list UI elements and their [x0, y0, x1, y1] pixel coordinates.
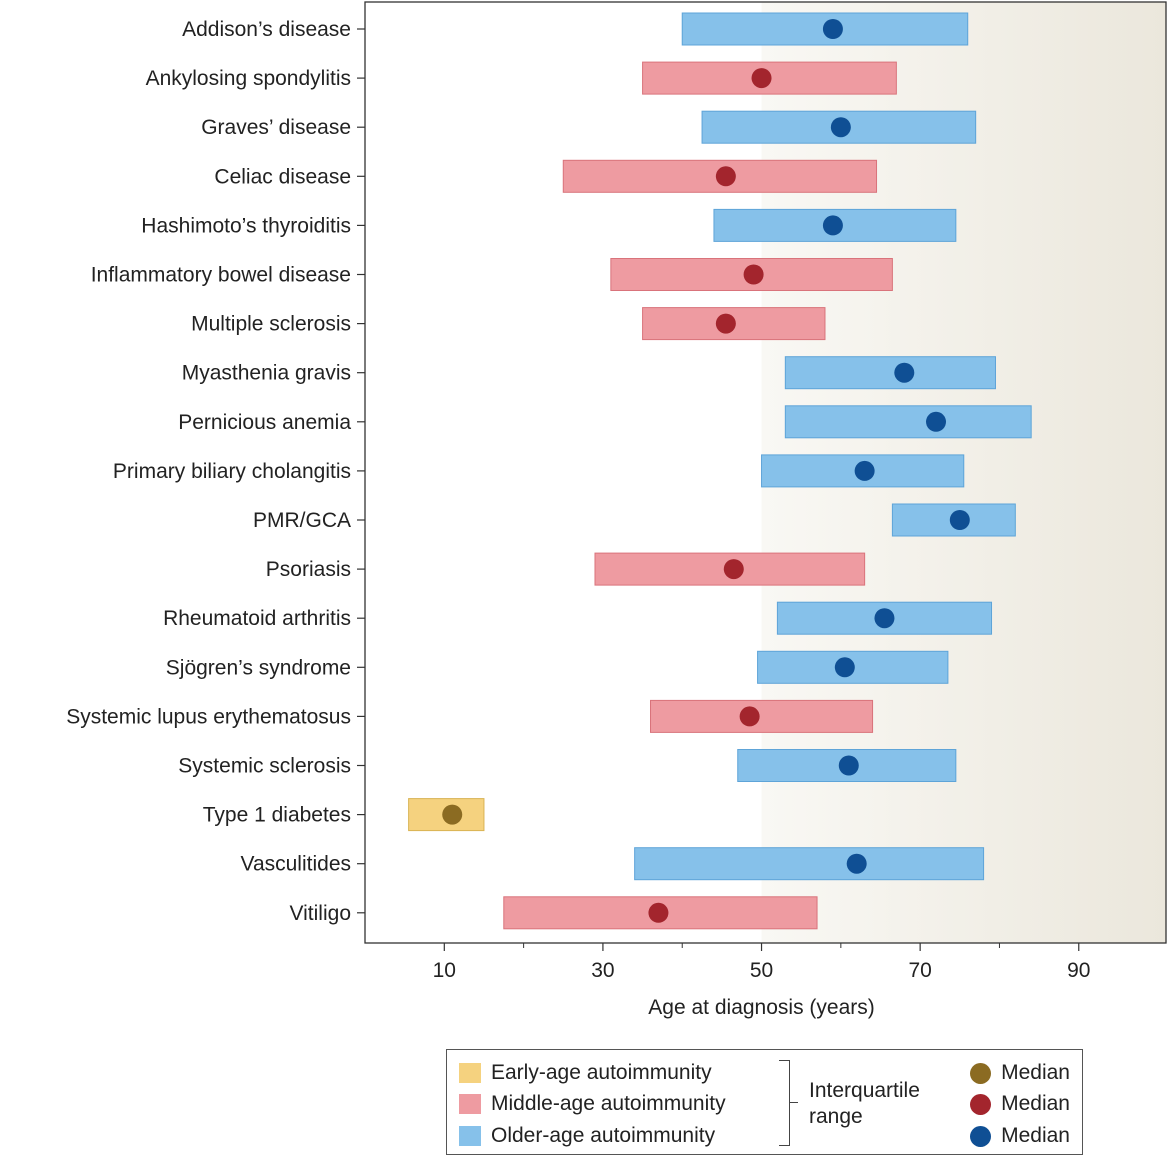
category-label-graves-disease: Graves’ disease	[201, 116, 351, 139]
median-dot-graves-disease	[830, 117, 851, 138]
plot-frame	[364, 1, 1167, 944]
legend-median-older: Median	[970, 1123, 1070, 1149]
legend-middle-row: Middle-age autoimmunity	[459, 1091, 726, 1117]
legend-middle-label: Middle-age autoimmunity	[491, 1092, 726, 1115]
median-dot-vitiligo	[648, 902, 669, 923]
legend-bracket	[779, 1060, 790, 1146]
median-dot-systemic-sclerosis	[838, 755, 859, 776]
median-dot-rheumatoid-arthritis	[874, 608, 895, 629]
category-label-ankylosing-spondylitis: Ankylosing spondylitis	[146, 67, 351, 90]
median-dot-ankylosing-spondylitis	[751, 68, 772, 89]
median-dot-middle-icon	[970, 1093, 992, 1115]
category-label-systemic-sclerosis: Systemic sclerosis	[178, 755, 351, 778]
median-dot-older-icon	[970, 1125, 992, 1147]
category-label-vasculitides: Vasculitides	[241, 853, 352, 876]
category-label-multiple-sclerosis: Multiple sclerosis	[191, 313, 351, 336]
x-tick-label-10: 10	[433, 959, 456, 982]
category-label-pmr-gca: PMR/GCA	[253, 509, 351, 532]
legend-iqr-line1: Interquartile	[809, 1079, 920, 1102]
x-tick-label-70: 70	[908, 959, 931, 982]
x-axis-title: Age at diagnosis (years)	[648, 996, 874, 1019]
iqr-bar-systemic-lupus-erythematosus	[650, 699, 874, 733]
category-label-celiac-disease: Celiac disease	[214, 165, 351, 188]
legend-median-label-2: Median	[1001, 1092, 1070, 1115]
category-label-inflammatory-bowel-disease: Inflammatory bowel disease	[91, 264, 351, 287]
category-label-rheumatoid-arthritis: Rheumatoid arthritis	[163, 607, 351, 630]
median-dot-primary-biliary-cholangitis	[854, 460, 875, 481]
legend-early-row: Early-age autoimmunity	[459, 1060, 712, 1086]
median-dot-pmr-gca	[949, 510, 970, 530]
category-label-sj-gren-s-syndrome: Sjögren’s syndrome	[166, 656, 351, 679]
category-label-type-1-diabetes: Type 1 diabetes	[203, 804, 351, 827]
legend-iqr-label: Interquartile range	[809, 1078, 920, 1130]
median-dot-vasculitides	[846, 853, 867, 874]
legend-median-label-3: Median	[1001, 1124, 1070, 1147]
older-swatch	[459, 1126, 481, 1146]
range-chart: Addison’s disease Ankylosing spondylitis G…	[66, 1, 1167, 1019]
median-dot-type-1-diabetes	[442, 804, 463, 825]
category-label-vitiligo: Vitiligo	[290, 902, 351, 925]
category-label-myasthenia-gravis: Myasthenia gravis	[182, 362, 351, 385]
legend-older-row: Older-age autoimmunity	[459, 1123, 715, 1149]
legend-median-early: Median	[970, 1060, 1070, 1086]
x-tick-label-50: 50	[750, 959, 773, 982]
category-label-hashimoto-s-thyroiditis: Hashimoto’s thyroiditis	[141, 214, 351, 237]
iqr-bar-addison-s-disease	[681, 12, 969, 46]
iqr-bar-vasculitides	[634, 847, 985, 881]
median-dot-sj-gren-s-syndrome	[834, 657, 855, 678]
median-dot-hashimoto-s-thyroiditis	[822, 215, 843, 236]
legend-iqr-line2: range	[809, 1105, 863, 1128]
legend-early-label: Early-age autoimmunity	[491, 1061, 712, 1084]
x-tick-label-30: 30	[591, 959, 614, 982]
median-dot-inflammatory-bowel-disease	[743, 264, 764, 285]
median-dot-early-icon	[970, 1062, 992, 1084]
median-dot-multiple-sclerosis	[715, 313, 736, 334]
x-tick-label-90: 90	[1067, 959, 1090, 982]
median-dot-psoriasis	[723, 559, 744, 580]
legend-older-label: Older-age autoimmunity	[491, 1124, 716, 1147]
category-label-systemic-lupus-erythematosus: Systemic lupus erythematosus	[66, 705, 351, 728]
iqr-bar-sj-gren-s-syndrome	[757, 650, 949, 684]
median-dot-myasthenia-gravis	[894, 362, 915, 383]
legend-median-middle: Median	[970, 1091, 1070, 1117]
median-dot-pernicious-anemia	[926, 411, 947, 432]
category-label-pernicious-anemia: Pernicious anemia	[178, 411, 351, 434]
legend-median-label-1: Median	[1001, 1061, 1070, 1084]
median-dot-systemic-lupus-erythematosus	[739, 706, 760, 727]
legend: Early-age autoimmunity Middle-age autoim…	[446, 1049, 1083, 1155]
category-label-psoriasis: Psoriasis	[266, 558, 351, 581]
iqr-bar-myasthenia-gravis	[784, 356, 996, 390]
iqr-bar-pernicious-anemia	[784, 405, 1032, 439]
median-dot-celiac-disease	[715, 166, 736, 187]
middle-swatch	[459, 1094, 481, 1114]
early-swatch	[459, 1063, 481, 1083]
category-label-addison-s-disease: Addison’s disease	[182, 18, 351, 41]
category-label-primary-biliary-cholangitis: Primary biliary cholangitis	[113, 460, 351, 483]
legend-bracket-tick	[790, 1102, 798, 1103]
median-dot-addison-s-disease	[822, 19, 843, 39]
